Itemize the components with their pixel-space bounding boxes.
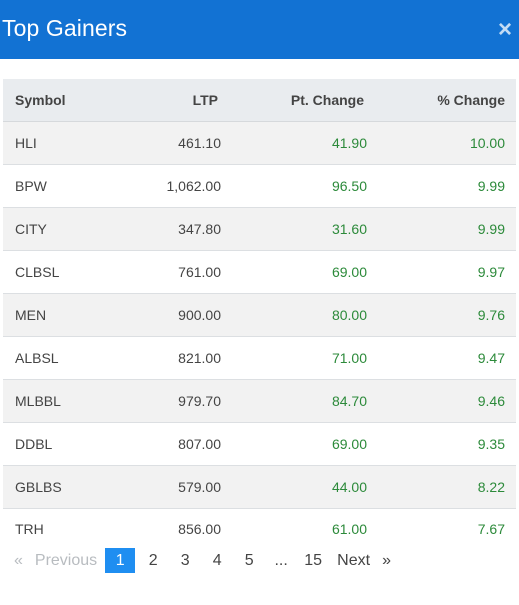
cell-pt-change: 84.70: [221, 379, 368, 423]
cell-ltp: 347.80: [118, 207, 221, 251]
cell-pct-change: 7.67: [368, 508, 516, 550]
cell-pct-change: 9.99: [368, 164, 516, 208]
table-row[interactable]: MEN 900.00 80.00 9.76: [3, 293, 516, 337]
cell-pt-change: 69.00: [221, 422, 368, 466]
cell-ltp: 856.00: [118, 508, 221, 550]
page-4-button[interactable]: 4: [212, 551, 222, 569]
cell-ltp: 807.00: [118, 422, 221, 466]
close-icon[interactable]: ×: [497, 15, 512, 43]
table-row[interactable]: CITY 347.80 31.60 9.99: [3, 207, 516, 251]
next-page-button[interactable]: Next: [337, 551, 371, 569]
cell-ltp: 761.00: [118, 250, 221, 294]
cell-symbol[interactable]: CLBSL: [3, 250, 118, 294]
cell-pt-change: 44.00: [221, 465, 368, 509]
cell-symbol[interactable]: MLBBL: [3, 379, 118, 423]
cell-pt-change: 69.00: [221, 250, 368, 294]
cell-pt-change: 80.00: [221, 293, 368, 337]
table-row[interactable]: BPW 1,062.00 96.50 9.99: [3, 164, 516, 208]
cell-pt-change: 71.00: [221, 336, 368, 380]
cell-pct-change: 8.22: [368, 465, 516, 509]
cell-symbol[interactable]: HLI: [3, 121, 118, 165]
table-row[interactable]: MLBBL 979.70 84.70 9.46: [3, 379, 516, 423]
cell-pct-change: 9.46: [368, 379, 516, 423]
cell-pt-change: 96.50: [221, 164, 368, 208]
pagination: « Previous 1 2 3 4 5... 15 Next »: [14, 547, 391, 574]
cell-symbol[interactable]: TRH: [3, 508, 118, 550]
cell-pct-change: 9.76: [368, 293, 516, 337]
cell-pt-change: 61.00: [221, 508, 368, 550]
page-15-button[interactable]: 15: [304, 551, 323, 569]
table-row[interactable]: DDBL 807.00 69.00 9.35: [3, 422, 516, 466]
cell-pct-change: 9.35: [368, 422, 516, 466]
page-ellipsis: ...: [274, 551, 288, 569]
cell-ltp: 1,062.00: [118, 164, 221, 208]
cell-symbol[interactable]: GBLBS: [3, 465, 118, 509]
page-2-button[interactable]: 2: [148, 551, 158, 569]
table-header-row: Symbol LTP Pt. Change % Change: [3, 79, 516, 122]
cell-symbol[interactable]: DDBL: [3, 422, 118, 466]
column-header-symbol[interactable]: Symbol: [3, 79, 118, 122]
page-numbers: 1 2 3 4 5... 15: [105, 548, 329, 573]
gainers-table-container: Symbol LTP Pt. Change % Change HLI 461.10…: [3, 79, 516, 550]
cell-ltp: 979.70: [118, 379, 221, 423]
table-row[interactable]: GBLBS 579.00 44.00 8.22: [3, 465, 516, 509]
cell-ltp: 900.00: [118, 293, 221, 337]
cell-symbol[interactable]: CITY: [3, 207, 118, 251]
page-3-button[interactable]: 3: [180, 551, 190, 569]
table-row[interactable]: HLI 461.10 41.90 10.00: [3, 121, 516, 165]
cell-pct-change: 9.99: [368, 207, 516, 251]
page-5-button[interactable]: 5: [244, 551, 254, 569]
table-row[interactable]: CLBSL 761.00 69.00 9.97: [3, 250, 516, 294]
cell-symbol[interactable]: ALBSL: [3, 336, 118, 380]
column-header-pct-change[interactable]: % Change: [368, 79, 516, 122]
table-row[interactable]: ALBSL 821.00 71.00 9.47: [3, 336, 516, 380]
column-header-ltp[interactable]: LTP: [118, 79, 221, 122]
cell-pt-change: 31.60: [221, 207, 368, 251]
first-page-icon: «: [14, 551, 23, 569]
cell-ltp: 579.00: [118, 465, 221, 509]
table-row[interactable]: TRH 856.00 61.00 7.67: [3, 508, 516, 550]
cell-pct-change: 9.97: [368, 250, 516, 294]
column-header-pt-change[interactable]: Pt. Change: [221, 79, 368, 122]
last-page-icon[interactable]: »: [382, 551, 391, 569]
cell-ltp: 821.00: [118, 336, 221, 380]
modal-title: Top Gainers: [2, 15, 128, 41]
cell-ltp: 461.10: [118, 121, 221, 165]
page-1-button[interactable]: 1: [105, 548, 136, 573]
table-body: HLI 461.10 41.90 10.00 BPW 1,062.00 96.50 9.99 C…: [3, 121, 516, 550]
cell-symbol[interactable]: BPW: [3, 164, 118, 208]
gainers-table: Symbol LTP Pt. Change % Change HLI 461.10…: [3, 79, 516, 550]
cell-symbol[interactable]: MEN: [3, 293, 118, 337]
cell-pt-change: 41.90: [221, 121, 368, 165]
modal-header: Top Gainers ×: [0, 0, 519, 59]
cell-pct-change: 10.00: [368, 121, 516, 165]
cell-pct-change: 9.47: [368, 336, 516, 380]
previous-page-button: Previous: [34, 551, 98, 569]
